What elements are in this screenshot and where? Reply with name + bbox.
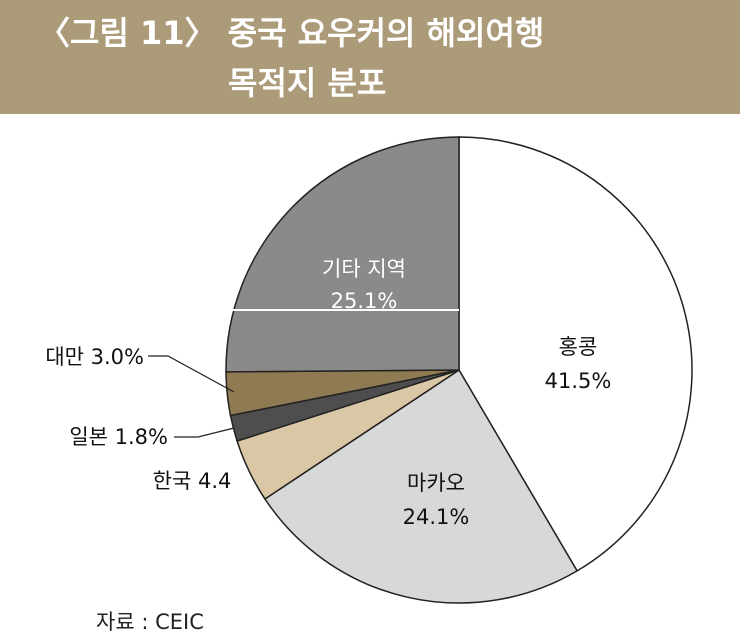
slice-label-macau: 마카오: [407, 471, 465, 495]
chart-title-line-1: 〈그림 11〉 중국 요우커의 해외여행: [38, 14, 545, 52]
slice-label-korea: 한국 4.4: [153, 469, 232, 493]
leader-line-japan: [174, 427, 235, 438]
title-bar: 〈그림 11〉 중국 요우커의 해외여행 목적지 분포: [0, 0, 740, 114]
pie-slice-5: [225, 136, 460, 373]
chart-title-line-2: 목적지 분포: [228, 64, 387, 102]
leader-line-taiwan: [148, 355, 235, 393]
slice-label-taiwan: 대만 3.0%: [45, 345, 144, 369]
pie-slice-1: [263, 368, 579, 604]
slice-label-hongkong: 홍콩: [559, 335, 598, 359]
pie-chart: 홍콩 41.5% 마카오 24.1% 한국 4.4 일본 1.8% 대만 3.0% 기타 지역…: [45, 136, 693, 604]
slice-label-others: 기타 지역: [322, 257, 406, 281]
slice-label-japan: 일본 1.8%: [69, 425, 168, 449]
slice-value-hongkong: 41.5%: [545, 369, 612, 393]
pie-slice-0: [458, 136, 693, 572]
slice-value-macau: 24.1%: [403, 505, 470, 529]
source-note: 자료 : CEIC: [96, 610, 204, 634]
